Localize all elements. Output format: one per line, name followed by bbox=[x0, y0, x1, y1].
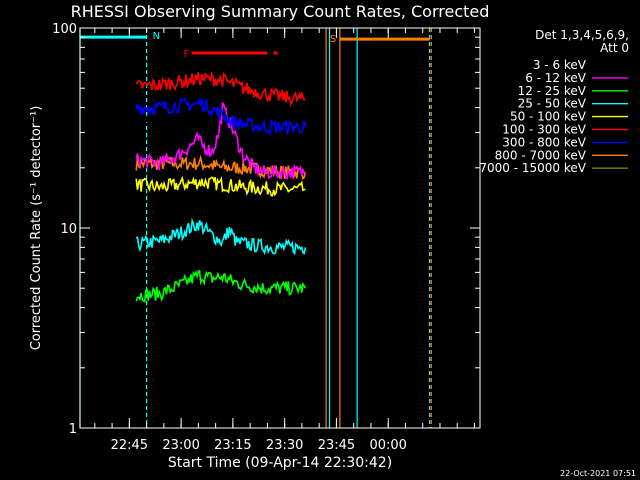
x-tick-label: 23:30 bbox=[266, 438, 303, 453]
y-tick-label: 10 bbox=[60, 222, 77, 237]
flag-label-1: N bbox=[153, 31, 160, 42]
flag-bars: F N S bbox=[80, 31, 430, 60]
x-tick-label: 00:00 bbox=[369, 438, 406, 453]
y-axis-label: Corrected Count Rate (s⁻¹ detector⁻¹) bbox=[29, 106, 44, 351]
legend-header-line-2: Att 0 bbox=[600, 41, 629, 55]
x-tick-label: 23:00 bbox=[162, 438, 199, 453]
legend-label-3: 25 - 50 keV bbox=[518, 97, 587, 111]
x-axis-label: Start Time (09-Apr-14 22:30:42) bbox=[168, 455, 392, 471]
legend-label-8: 7000 - 15000 keV bbox=[479, 161, 586, 175]
series-line-5 bbox=[135, 71, 306, 107]
flag-label-2: S bbox=[330, 34, 336, 45]
footer-timestamp: 22-Oct-2021 07:51 bbox=[560, 469, 636, 478]
x-tick-label: 23:45 bbox=[318, 438, 355, 453]
series-line-3 bbox=[135, 217, 307, 256]
flag-label-0: F bbox=[183, 49, 189, 60]
legend-label-7: 800 - 7000 keV bbox=[495, 148, 587, 162]
y-tick-label: 100 bbox=[52, 22, 77, 37]
legend-label-0: 3 - 6 keV bbox=[533, 58, 587, 72]
legend-label-4: 50 - 100 keV bbox=[510, 110, 587, 124]
y-tick-label: 1 bbox=[69, 422, 77, 437]
x-tick-label: 22:45 bbox=[111, 438, 148, 453]
legend-label-6: 300 - 800 keV bbox=[502, 135, 586, 149]
series-line-4 bbox=[135, 175, 306, 197]
series-line-6 bbox=[135, 97, 307, 137]
series-line-2 bbox=[135, 269, 307, 303]
tick-labels: 1 10 100 22:45 23:00 23:15 23:30 23:45 00:00 bbox=[52, 22, 407, 453]
x-tick-label: 23:15 bbox=[214, 438, 251, 453]
series-line-1 bbox=[135, 101, 306, 181]
legend-label-2: 12 - 25 keV bbox=[518, 84, 587, 98]
legend-label-5: 100 - 300 keV bbox=[502, 123, 586, 137]
axes bbox=[79, 27, 481, 429]
chart-title: RHESSI Observing Summary Count Rates, Co… bbox=[71, 2, 490, 21]
legend-label-1: 6 - 12 keV bbox=[525, 71, 587, 85]
legend-header-line-1: Det 1,3,4,5,6,9, bbox=[535, 28, 629, 42]
plot-frame bbox=[79, 27, 481, 429]
plot-area bbox=[79, 28, 432, 428]
